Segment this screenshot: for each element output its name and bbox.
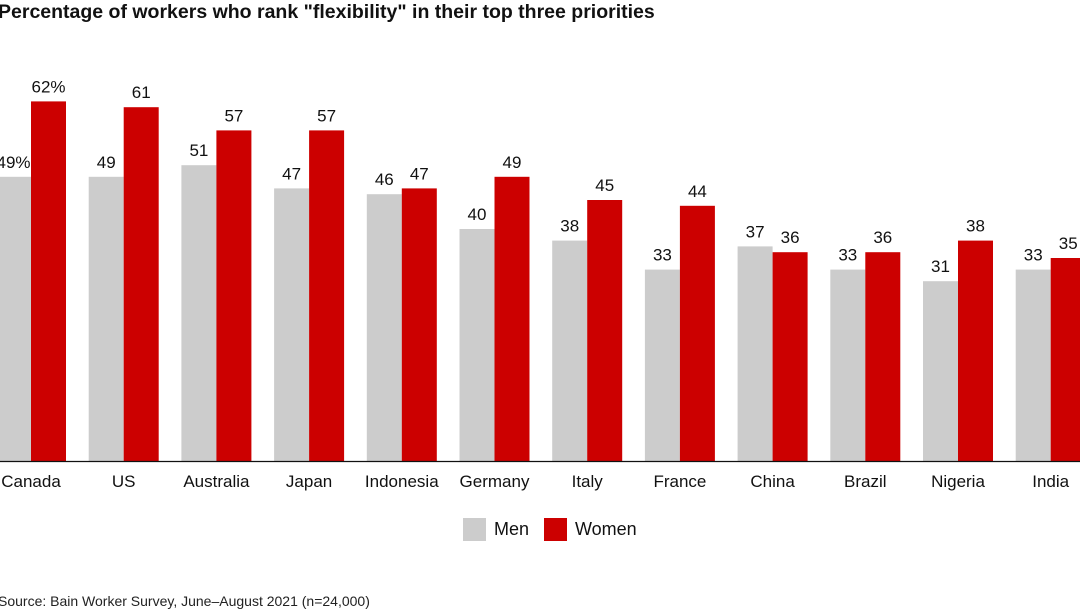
data-label: 57: [224, 106, 243, 125]
bar-women-brazil: [865, 252, 901, 461]
bar-women-australia: [216, 130, 252, 461]
bar-men-us: [88, 176, 124, 462]
bar-men-indonesia: [366, 194, 402, 461]
data-label: 45: [595, 176, 614, 195]
legend-item-men: Men: [463, 518, 529, 541]
data-label: 57: [317, 106, 336, 125]
bar-women-canada: [31, 101, 66, 462]
bar-women-india: [1050, 258, 1080, 461]
data-label: 49%: [0, 153, 31, 172]
bar-women-nigeria: [958, 240, 993, 461]
x-tick-label: Italy: [572, 472, 604, 491]
x-tick-label: Brazil: [844, 472, 887, 491]
bar-women-china: [772, 252, 808, 461]
bar-men-germany: [459, 229, 495, 461]
bar-women-germany: [494, 176, 530, 462]
bar-women-us: [123, 107, 159, 461]
x-tick-label: China: [750, 472, 795, 491]
data-label: 36: [873, 228, 892, 247]
legend-label-women: Women: [575, 519, 637, 539]
source-note: Source: Bain Worker Survey, June–August …: [0, 593, 370, 609]
x-tick-label: Germany: [460, 472, 530, 491]
bar-women-japan: [309, 130, 345, 461]
legend-swatch-women: [544, 518, 567, 541]
x-tick-label: US: [112, 472, 136, 491]
x-tick-label: Japan: [286, 472, 332, 491]
x-tick-label: Australia: [183, 472, 250, 491]
x-tick-label: Indonesia: [365, 472, 439, 491]
data-label: 49: [97, 153, 116, 172]
bar-men-canada: [0, 176, 31, 462]
legend-label-men: Men: [494, 519, 530, 539]
data-label: 37: [746, 222, 765, 241]
x-tick-label: Canada: [1, 472, 61, 491]
data-label: 46: [375, 170, 394, 189]
data-label: 33: [653, 246, 672, 265]
bar-men-japan: [274, 188, 310, 461]
bar-women-indonesia: [401, 188, 437, 461]
bar-men-france: [644, 269, 680, 461]
data-label: 38: [560, 217, 579, 236]
data-label: 40: [468, 205, 487, 224]
bar-women-france: [679, 205, 715, 461]
bar-men-china: [737, 246, 773, 461]
bar-women-italy: [587, 200, 623, 461]
data-label: 62%: [31, 77, 65, 96]
data-label: 33: [1024, 246, 1043, 265]
x-tick-label: India: [1032, 472, 1069, 491]
legend-item-women: Women: [544, 518, 637, 541]
data-label: 51: [189, 141, 208, 160]
chart-title: Percentage of workers who rank "flexibil…: [0, 1, 655, 23]
data-label: 31: [931, 257, 950, 276]
data-label: 35: [1059, 234, 1078, 253]
bar-men-italy: [552, 240, 588, 461]
data-label: 38: [966, 217, 985, 236]
x-tick-label: Nigeria: [931, 472, 985, 491]
bar-men-nigeria: [923, 281, 958, 461]
bar-men-brazil: [830, 269, 866, 461]
bar-men-australia: [181, 165, 217, 461]
bar-men-india: [1015, 269, 1051, 461]
data-label: 36: [781, 228, 800, 247]
x-tick-label: France: [653, 472, 706, 491]
data-label: 49: [503, 153, 522, 172]
data-label: 47: [282, 164, 301, 183]
data-label: 33: [838, 246, 857, 265]
data-label: 47: [410, 164, 429, 183]
data-label: 44: [688, 182, 707, 201]
data-label: 61: [132, 83, 151, 102]
legend-swatch-men: [463, 518, 486, 541]
